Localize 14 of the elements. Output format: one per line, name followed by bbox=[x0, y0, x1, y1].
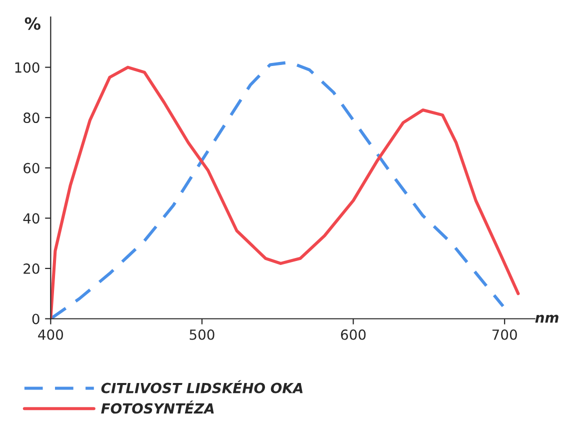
x-tick-label: 500 bbox=[190, 329, 214, 340]
y-tick-label: 100 bbox=[15, 62, 40, 73]
y-tick-label: 40 bbox=[23, 213, 40, 224]
y-axis-title: % bbox=[24, 17, 40, 30]
legend-label: CITLIVOST LIDSKÉHO OKA bbox=[101, 380, 303, 394]
x-tick-label: 700 bbox=[492, 329, 517, 340]
x-tick-label: 400 bbox=[38, 329, 63, 340]
y-tick-label: 80 bbox=[24, 112, 40, 124]
x-tick-label: 600 bbox=[340, 329, 366, 340]
y-tick-label: 0 bbox=[32, 314, 40, 324]
legend-label: FOTOSYNTÉZA bbox=[101, 400, 214, 414]
x-axis-title: nm bbox=[535, 314, 558, 323]
y-tick-label: 20 bbox=[24, 263, 40, 274]
y-tick-label: 60 bbox=[24, 162, 40, 174]
